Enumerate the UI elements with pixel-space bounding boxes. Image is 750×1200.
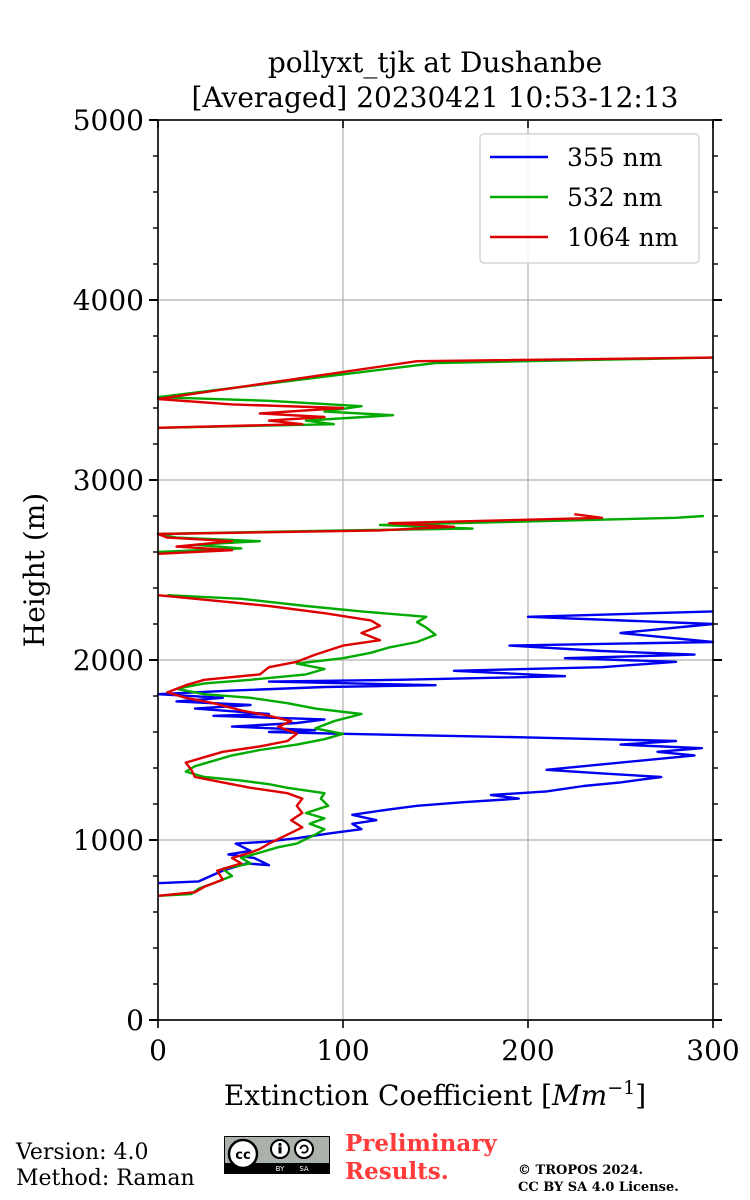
plot-frame (157, 119, 714, 1021)
x-axis-label: Extinction Coefficient [Mm−1] (224, 1077, 646, 1112)
sa-text: SA (299, 1165, 309, 1173)
share-alike-icon (294, 1139, 314, 1159)
series-layer (156, 356, 715, 897)
legend-label: 355 nm (567, 143, 663, 172)
preliminary-label-line2: Results. (345, 1158, 449, 1185)
series-line-532-nm (157, 594, 437, 897)
y-tick-label: 5000 (73, 104, 144, 137)
legend-label: 1064 nm (567, 223, 679, 252)
x-tick-label: 100 (316, 1034, 369, 1067)
y-axis-label: Height (m) (18, 493, 51, 647)
cc-by-sa-license-badge: cc BY SA (224, 1136, 330, 1174)
legend: 355 nm 532 nm 1064 nm (479, 133, 700, 264)
legend-box (479, 133, 700, 264)
upper-layer-line-1064-nm-1 (156, 356, 714, 429)
copyright-line1: © TROPOS 2024. (518, 1163, 644, 1178)
preliminary-label-line1: Preliminary (345, 1130, 497, 1157)
x-axis-label-text: Extinction Coefficient (224, 1079, 533, 1112)
y-tick-label: 0 (126, 1004, 144, 1037)
x-tick-label: 0 (149, 1034, 167, 1067)
copyright-line2: CC BY SA 4.0 License. (518, 1180, 679, 1195)
x-axis-unit-exponent: −1 (607, 1077, 635, 1099)
cc-logo-text: cc (235, 1148, 250, 1163)
series-line-1064-nm (157, 594, 382, 897)
x-tick-label: 300 (686, 1034, 739, 1067)
upper-layer-line-532-nm-1 (156, 356, 714, 429)
y-tick-label: 1000 (73, 824, 144, 857)
chart-subtitle: [Averaged] 20230421 10:53-12:13 (192, 81, 679, 114)
chart-title: pollyxt_tjk at Dushanbe (268, 46, 602, 79)
y-tick-label: 4000 (73, 284, 144, 317)
method-label: Method: Raman (16, 1166, 195, 1191)
x-tick-label: 200 (501, 1034, 554, 1067)
legend-label: 532 nm (567, 183, 663, 212)
x-axis-unit: Mm (551, 1079, 607, 1112)
series-line-355-nm (156, 610, 715, 885)
y-tick-label: 3000 (73, 464, 144, 497)
y-tick-label: 2000 (73, 644, 144, 677)
version-label: Version: 4.0 (16, 1140, 149, 1165)
by-text: BY (276, 1165, 285, 1173)
